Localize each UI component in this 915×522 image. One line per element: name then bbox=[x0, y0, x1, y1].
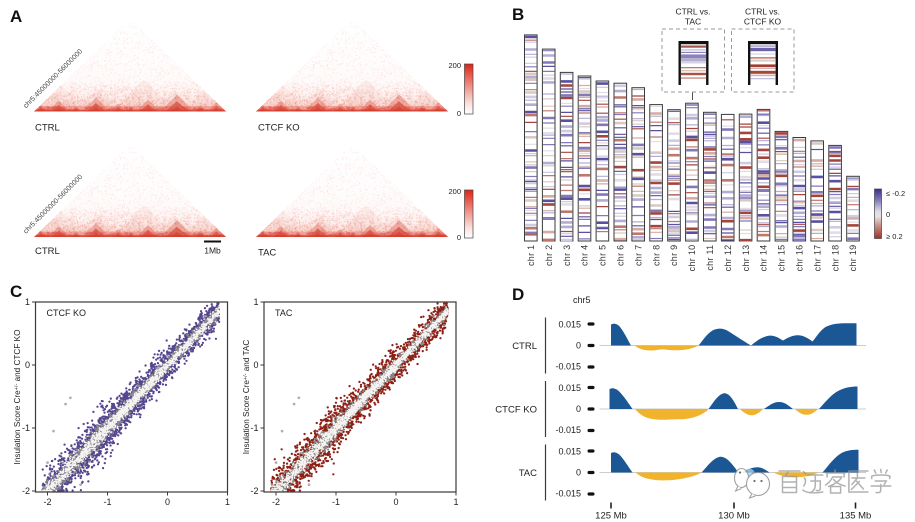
svg-text:-1: -1 bbox=[103, 497, 111, 507]
svg-text:0: 0 bbox=[886, 210, 890, 219]
svg-text:C: C bbox=[10, 282, 22, 301]
svg-text:CTRL: CTRL bbox=[35, 246, 60, 257]
svg-text:chr 7: chr 7 bbox=[633, 245, 643, 267]
svg-text:TAC: TAC bbox=[685, 17, 701, 27]
svg-text:chr 5: chr 5 bbox=[598, 245, 608, 267]
svg-text:-2: -2 bbox=[272, 497, 280, 507]
svg-text:chr5: chr5 bbox=[573, 295, 591, 305]
svg-text:-1: -1 bbox=[22, 423, 30, 433]
svg-text:200: 200 bbox=[448, 61, 461, 70]
svg-text:Insulation Score Cre+/- and TA: Insulation Score Cre+/- and TAC bbox=[242, 340, 251, 455]
svg-text:chr 13: chr 13 bbox=[741, 245, 751, 272]
svg-text:0: 0 bbox=[25, 360, 30, 370]
svg-text:0.015: 0.015 bbox=[558, 383, 581, 393]
svg-text:130 Mb: 130 Mb bbox=[718, 511, 750, 522]
svg-text:chr 2: chr 2 bbox=[544, 245, 554, 267]
svg-text:CTCF KO: CTCF KO bbox=[744, 17, 782, 27]
svg-text:TAC: TAC bbox=[258, 248, 276, 259]
svg-text:CTCF KO: CTCF KO bbox=[47, 308, 87, 318]
svg-text:1: 1 bbox=[25, 297, 30, 307]
svg-text:chr 3: chr 3 bbox=[562, 245, 572, 267]
svg-text:0: 0 bbox=[457, 233, 461, 242]
svg-text:0: 0 bbox=[393, 497, 398, 507]
svg-text:chr 11: chr 11 bbox=[705, 245, 715, 271]
svg-text:0: 0 bbox=[165, 497, 170, 507]
svg-text:0.015: 0.015 bbox=[558, 447, 581, 457]
svg-text:1: 1 bbox=[225, 497, 230, 507]
svg-text:CTCF KO: CTCF KO bbox=[258, 123, 300, 134]
svg-text:chr 10: chr 10 bbox=[687, 245, 697, 272]
svg-text:chr 1: chr 1 bbox=[526, 245, 536, 267]
svg-text:chr 18: chr 18 bbox=[830, 245, 840, 272]
svg-text:CTCF KO: CTCF KO bbox=[495, 405, 537, 416]
svg-text:CTRL vs.: CTRL vs. bbox=[675, 7, 710, 17]
svg-text:-1: -1 bbox=[250, 423, 258, 433]
svg-text:chr 9: chr 9 bbox=[669, 245, 679, 267]
svg-text:TAC: TAC bbox=[519, 468, 537, 479]
svg-text:CTRL: CTRL bbox=[35, 123, 60, 134]
svg-text:-1: -1 bbox=[332, 497, 340, 507]
svg-text:0: 0 bbox=[576, 341, 581, 351]
svg-text:-2: -2 bbox=[22, 486, 30, 496]
svg-text:135 Mb: 135 Mb bbox=[840, 511, 872, 522]
svg-text:-0.015: -0.015 bbox=[555, 362, 581, 372]
svg-text:200: 200 bbox=[448, 187, 461, 196]
svg-text:0: 0 bbox=[576, 468, 581, 478]
svg-text:CTRL vs.: CTRL vs. bbox=[745, 7, 780, 17]
svg-text:D: D bbox=[512, 285, 524, 304]
svg-text:1Mb: 1Mb bbox=[204, 246, 221, 256]
svg-text:chr 17: chr 17 bbox=[812, 245, 822, 272]
svg-text:≤ -0.2: ≤ -0.2 bbox=[886, 189, 905, 198]
svg-text:chr 15: chr 15 bbox=[777, 245, 787, 272]
svg-text:chr 14: chr 14 bbox=[759, 245, 769, 272]
svg-text:CTRL: CTRL bbox=[512, 341, 537, 352]
svg-text:chr 16: chr 16 bbox=[795, 245, 805, 272]
svg-text:125 Mb: 125 Mb bbox=[595, 511, 627, 522]
svg-text:-2: -2 bbox=[43, 497, 51, 507]
svg-text:A: A bbox=[10, 7, 22, 26]
svg-text:1: 1 bbox=[453, 497, 458, 507]
svg-text:-0.015: -0.015 bbox=[555, 489, 581, 499]
svg-text:0: 0 bbox=[253, 360, 258, 370]
svg-text:≥ 0.2: ≥ 0.2 bbox=[886, 232, 903, 241]
svg-text:chr 6: chr 6 bbox=[616, 245, 626, 267]
svg-text:chr 12: chr 12 bbox=[723, 245, 733, 272]
svg-text:-0.015: -0.015 bbox=[555, 425, 581, 435]
svg-text:B: B bbox=[512, 5, 524, 24]
svg-text:1: 1 bbox=[253, 297, 258, 307]
svg-text:-2: -2 bbox=[250, 486, 258, 496]
svg-text:TAC: TAC bbox=[275, 308, 293, 318]
svg-text:0.015: 0.015 bbox=[558, 320, 581, 330]
svg-text:Insulation Score Cre+/- and CT: Insulation Score Cre+/- and CTCF KO bbox=[13, 330, 22, 465]
svg-text:chr 4: chr 4 bbox=[580, 245, 590, 267]
svg-text:chr 19: chr 19 bbox=[848, 245, 858, 272]
svg-text:0: 0 bbox=[576, 404, 581, 414]
svg-text:0: 0 bbox=[457, 109, 461, 118]
svg-text:chr 8: chr 8 bbox=[651, 245, 661, 267]
